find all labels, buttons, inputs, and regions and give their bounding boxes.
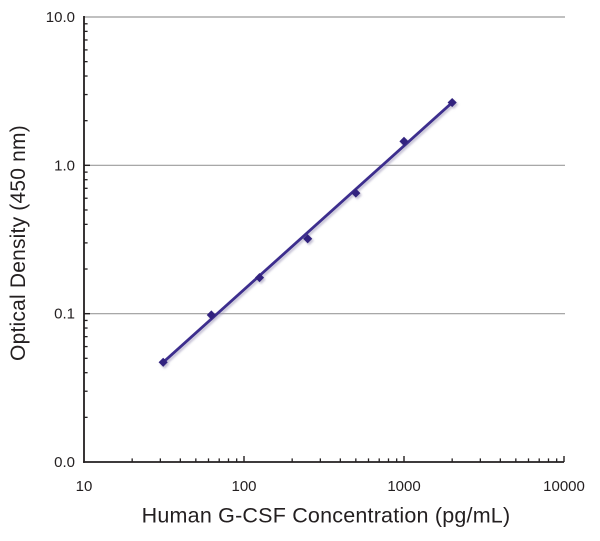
x-tick-label: 100 [231, 478, 256, 495]
trend-line [162, 101, 454, 364]
y-tick-label: 0.0 [54, 454, 75, 471]
x-axis-title: Human G-CSF Concentration (pg/mL) [141, 503, 511, 528]
data-point-marker [206, 310, 216, 320]
series-gcsf-standard [158, 97, 457, 367]
y-tick-label: 10.0 [46, 9, 75, 26]
data-point-marker [399, 136, 409, 146]
data-point-marker [447, 97, 457, 108]
x-tick-label: 10000 [543, 478, 585, 495]
x-tick-label: 1000 [387, 478, 420, 495]
data-point-marker [158, 357, 168, 367]
y-tick-label: 1.0 [54, 157, 75, 174]
y-tick-label: 0.1 [54, 306, 75, 323]
data-point-marker [254, 273, 265, 283]
y-axis-title: Optical Density (450 nm) [7, 125, 30, 361]
data-point-marker [351, 188, 361, 198]
x-tick-label: 10 [76, 478, 93, 495]
data-point-marker [303, 234, 313, 244]
